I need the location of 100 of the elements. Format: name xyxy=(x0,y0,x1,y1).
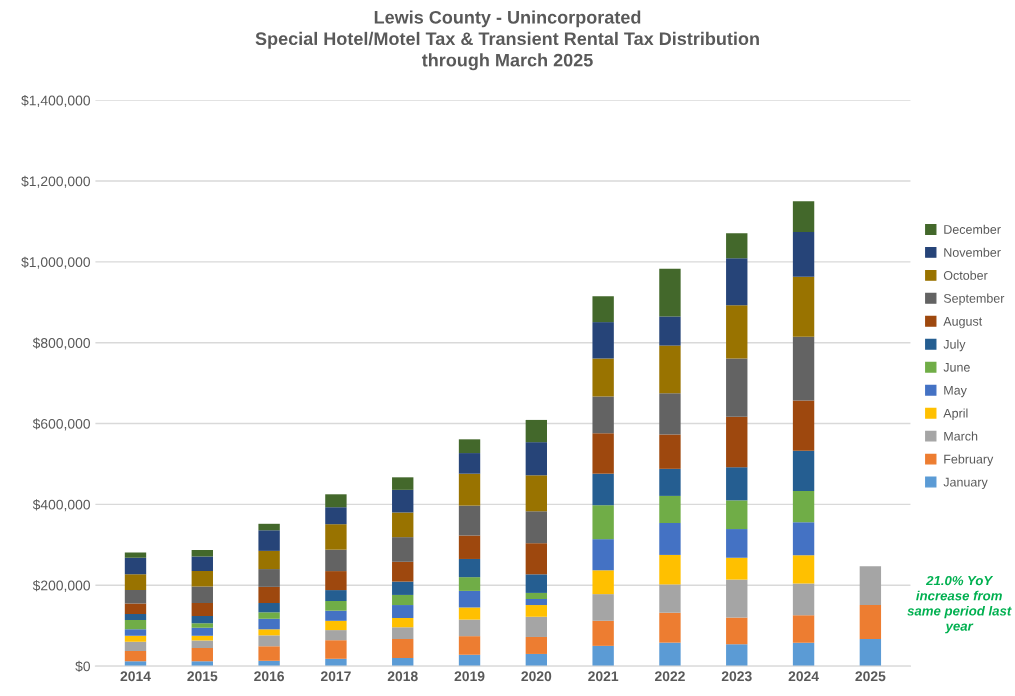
bar xyxy=(592,396,614,434)
bar xyxy=(191,586,213,604)
bar xyxy=(392,638,414,658)
bar xyxy=(458,453,481,474)
x-tick-label: 2025 xyxy=(855,671,886,682)
bar xyxy=(726,416,748,468)
bar xyxy=(792,336,815,401)
bar xyxy=(792,491,815,523)
bar xyxy=(325,610,347,621)
bar xyxy=(124,635,147,642)
bar xyxy=(258,629,280,636)
x-tick-label: 2022 xyxy=(654,671,685,682)
bar xyxy=(792,201,815,232)
y-tick-label: $600,000 xyxy=(32,418,91,431)
y-tick-label: $1,400,000 xyxy=(21,94,91,108)
bar xyxy=(191,556,213,572)
bar xyxy=(726,233,748,259)
bar xyxy=(458,590,481,608)
x-tick-label: 2018 xyxy=(387,671,418,682)
bar xyxy=(592,620,614,646)
bar xyxy=(525,605,548,617)
bar xyxy=(726,579,748,618)
bar xyxy=(592,473,614,506)
bar xyxy=(124,620,147,630)
bar xyxy=(592,433,614,474)
bar xyxy=(859,638,882,667)
bar xyxy=(592,539,614,571)
bar xyxy=(592,570,614,595)
x-tick-label: 2017 xyxy=(320,671,351,682)
bar xyxy=(124,557,147,575)
x-tick-label: 2016 xyxy=(254,671,285,682)
bar xyxy=(726,529,748,558)
bar xyxy=(191,627,213,636)
bar xyxy=(792,642,815,667)
y-tick-label: $1,000,000 xyxy=(21,256,91,269)
bar xyxy=(325,620,347,631)
bar xyxy=(325,640,347,659)
bar xyxy=(258,646,280,661)
bar xyxy=(525,419,548,443)
bar xyxy=(659,468,681,496)
bar xyxy=(592,645,614,667)
bar xyxy=(726,358,748,417)
bar xyxy=(525,511,548,544)
x-tick-label: 2021 xyxy=(588,671,619,682)
y-tick-label: $400,000 xyxy=(32,499,91,512)
bar xyxy=(392,561,414,582)
bar xyxy=(392,512,414,538)
bar xyxy=(191,603,213,616)
bar xyxy=(792,276,815,337)
bar xyxy=(458,473,481,506)
bar xyxy=(659,522,681,555)
bar xyxy=(726,617,748,645)
bar xyxy=(726,258,748,306)
bar xyxy=(592,505,614,540)
bar xyxy=(659,584,681,613)
legend-label: December xyxy=(944,224,1001,234)
bar xyxy=(659,434,681,469)
bar xyxy=(325,571,347,591)
bar xyxy=(659,554,681,585)
bar xyxy=(458,577,481,591)
bar xyxy=(325,590,347,601)
bar xyxy=(659,268,681,317)
bar xyxy=(258,618,280,630)
bar xyxy=(458,505,481,536)
bar xyxy=(458,607,481,620)
bar xyxy=(659,393,681,435)
bar xyxy=(525,574,548,593)
bar xyxy=(592,296,614,323)
bar xyxy=(258,530,280,551)
y-tick-label: $0 xyxy=(75,660,91,673)
bar xyxy=(659,345,681,394)
bar xyxy=(525,616,548,637)
bar xyxy=(124,651,147,662)
y-tick-label: $800,000 xyxy=(32,337,91,350)
legend-label: August xyxy=(943,317,983,329)
bar xyxy=(258,635,280,647)
bar xyxy=(124,629,147,636)
legend-label: March xyxy=(944,431,978,441)
bar xyxy=(258,612,280,619)
bar xyxy=(458,535,481,559)
bar xyxy=(258,569,280,587)
bar xyxy=(124,574,147,591)
bar xyxy=(325,549,347,572)
bar xyxy=(392,627,414,639)
bar xyxy=(726,305,748,359)
bar xyxy=(191,635,213,641)
bar xyxy=(525,592,548,599)
x-tick-label: 2023 xyxy=(721,671,752,682)
bar xyxy=(258,603,280,613)
legend-label: January xyxy=(943,477,988,490)
bar xyxy=(726,557,748,580)
bar xyxy=(124,613,147,620)
legend-label: May xyxy=(944,385,967,398)
bar xyxy=(458,439,481,454)
bar xyxy=(525,442,548,476)
bar xyxy=(659,642,681,667)
bar xyxy=(792,450,815,492)
bar xyxy=(458,558,481,578)
bar xyxy=(859,566,882,606)
bar xyxy=(525,636,548,654)
